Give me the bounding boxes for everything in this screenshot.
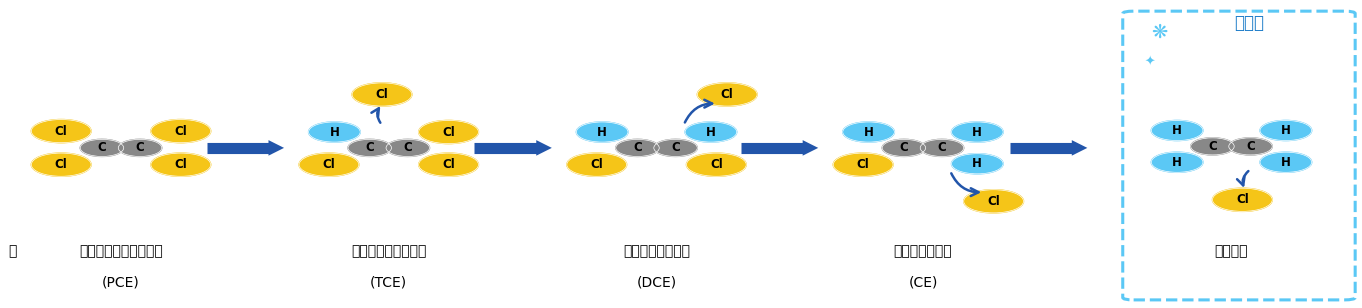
Text: (PCE): (PCE) xyxy=(102,275,140,289)
Ellipse shape xyxy=(952,122,1004,142)
Ellipse shape xyxy=(151,153,211,176)
Ellipse shape xyxy=(80,139,124,156)
Text: Cl: Cl xyxy=(857,158,869,171)
Text: C: C xyxy=(671,141,680,154)
Text: Cl: Cl xyxy=(590,158,603,171)
Text: Cl: Cl xyxy=(54,125,68,138)
Ellipse shape xyxy=(1190,138,1234,155)
Text: (TCE): (TCE) xyxy=(370,275,407,289)
Text: H: H xyxy=(330,126,339,139)
Text: (DCE): (DCE) xyxy=(636,275,677,289)
Ellipse shape xyxy=(418,153,478,176)
Ellipse shape xyxy=(654,139,697,156)
Ellipse shape xyxy=(952,154,1004,174)
Ellipse shape xyxy=(31,153,91,176)
Ellipse shape xyxy=(843,122,895,142)
Ellipse shape xyxy=(300,153,358,176)
Text: Cl: Cl xyxy=(710,158,723,171)
Text: Cl: Cl xyxy=(987,195,1000,208)
Text: C: C xyxy=(403,141,413,154)
Text: H: H xyxy=(1173,124,1182,137)
Text: Cl: Cl xyxy=(1235,193,1249,206)
Text: (CE): (CE) xyxy=(908,275,937,289)
Ellipse shape xyxy=(385,139,429,156)
Text: H: H xyxy=(1280,124,1291,137)
Text: Cl: Cl xyxy=(174,125,187,138)
Text: ジクロロエチレン: ジクロロエチレン xyxy=(622,245,691,259)
Text: トリクロロエチレン: トリクロロエチレン xyxy=(351,245,426,259)
Ellipse shape xyxy=(118,139,162,156)
Ellipse shape xyxy=(151,120,211,143)
Ellipse shape xyxy=(697,83,757,106)
Ellipse shape xyxy=(685,122,737,142)
Text: Cl: Cl xyxy=(443,126,455,139)
Text: H: H xyxy=(972,157,982,170)
Text: Cl: Cl xyxy=(443,158,455,171)
Text: C: C xyxy=(1246,140,1254,153)
Text: C: C xyxy=(633,141,642,154)
Text: C: C xyxy=(899,141,908,154)
Text: Cl: Cl xyxy=(323,158,335,171)
Text: Cl: Cl xyxy=(174,158,187,171)
Text: C: C xyxy=(1208,140,1216,153)
Text: ✦: ✦ xyxy=(1144,56,1155,69)
Ellipse shape xyxy=(418,120,478,144)
Ellipse shape xyxy=(309,122,360,142)
Ellipse shape xyxy=(1212,188,1272,211)
Text: Cl: Cl xyxy=(720,88,734,101)
Text: クロロエチレン: クロロエチレン xyxy=(893,245,952,259)
Text: ❋: ❋ xyxy=(1151,22,1167,41)
Ellipse shape xyxy=(1260,120,1312,140)
Ellipse shape xyxy=(1151,152,1203,172)
Text: テトラクロロエチレン: テトラクロロエチレン xyxy=(79,245,163,259)
Text: エチレン: エチレン xyxy=(1215,245,1248,259)
Text: Cl: Cl xyxy=(54,158,68,171)
Ellipse shape xyxy=(1260,152,1312,172)
Ellipse shape xyxy=(921,139,964,156)
Text: C: C xyxy=(937,141,947,154)
Text: H: H xyxy=(1173,156,1182,169)
Ellipse shape xyxy=(567,153,627,176)
FancyBboxPatch shape xyxy=(1122,11,1355,300)
Ellipse shape xyxy=(964,190,1023,213)
Text: C: C xyxy=(365,141,375,154)
Ellipse shape xyxy=(834,153,893,176)
Ellipse shape xyxy=(31,120,91,143)
Text: C: C xyxy=(98,141,106,154)
Text: H: H xyxy=(597,126,607,139)
Text: C: C xyxy=(136,141,144,154)
Ellipse shape xyxy=(347,139,391,156)
Text: 無害化: 無害化 xyxy=(1234,14,1264,32)
Ellipse shape xyxy=(883,139,926,156)
Ellipse shape xyxy=(351,83,411,106)
Ellipse shape xyxy=(576,122,628,142)
Text: H: H xyxy=(864,126,873,139)
Ellipse shape xyxy=(686,153,746,176)
Ellipse shape xyxy=(616,139,659,156)
Text: Cl: Cl xyxy=(376,88,388,101)
Text: H: H xyxy=(706,126,716,139)
Text: テ: テ xyxy=(8,245,16,259)
Text: H: H xyxy=(972,126,982,139)
Text: H: H xyxy=(1280,156,1291,169)
Ellipse shape xyxy=(1151,120,1203,140)
Ellipse shape xyxy=(1229,138,1272,155)
